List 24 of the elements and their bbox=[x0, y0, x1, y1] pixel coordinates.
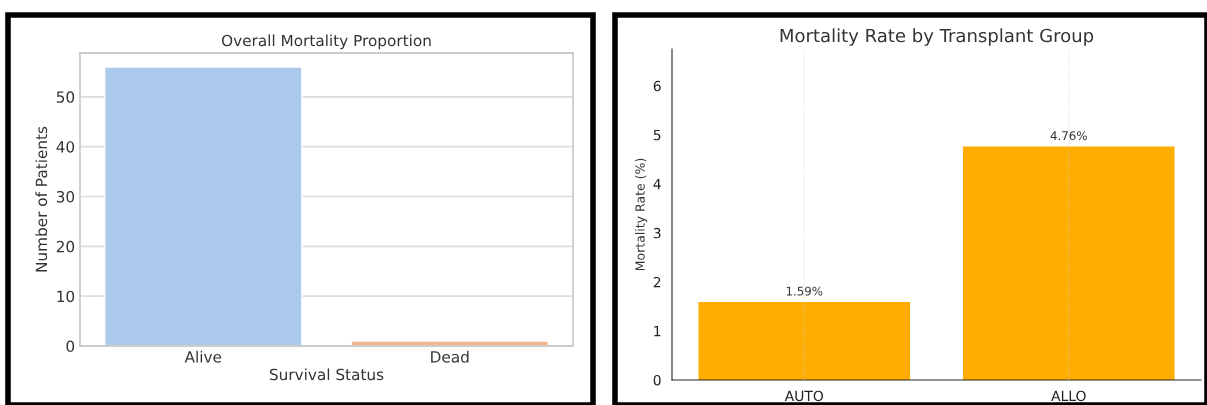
x-tick-label: AUTO bbox=[784, 390, 824, 402]
y-axis-title: Mortality Rate (%) bbox=[635, 158, 648, 271]
x-tick-label: Alive bbox=[184, 350, 222, 363]
y-tick-label: 1 bbox=[654, 326, 661, 337]
data-label: 4.76% bbox=[1050, 131, 1087, 141]
chart-title: Mortality Rate by Transplant Group bbox=[780, 28, 1094, 46]
y-tick-label: 20 bbox=[56, 240, 75, 253]
y-tick-label: 0 bbox=[653, 374, 661, 386]
x-tick-label: Dead bbox=[431, 350, 469, 363]
x-axis-title: Survival Status bbox=[269, 368, 384, 381]
y-tick-label: 10 bbox=[57, 290, 75, 303]
y-tick-label: 6 bbox=[653, 80, 661, 92]
x-tick-label: ALLO bbox=[1051, 390, 1086, 402]
y-tick-label: 40 bbox=[56, 141, 75, 153]
y-tick-label: 50 bbox=[56, 91, 75, 103]
y-tick-label: 4 bbox=[653, 179, 661, 190]
y-tick-label: 30 bbox=[56, 190, 75, 203]
y-tick-label: 5 bbox=[653, 129, 661, 141]
y-tick-label: 3 bbox=[653, 227, 661, 239]
y-tick-label: 0 bbox=[66, 340, 75, 353]
chart-title: Overall Mortality Proportion bbox=[221, 34, 431, 50]
y-axis-title: Number of Patients bbox=[35, 126, 48, 272]
y-tick-label: 2 bbox=[653, 276, 661, 288]
data-label: 1.59% bbox=[786, 286, 823, 296]
